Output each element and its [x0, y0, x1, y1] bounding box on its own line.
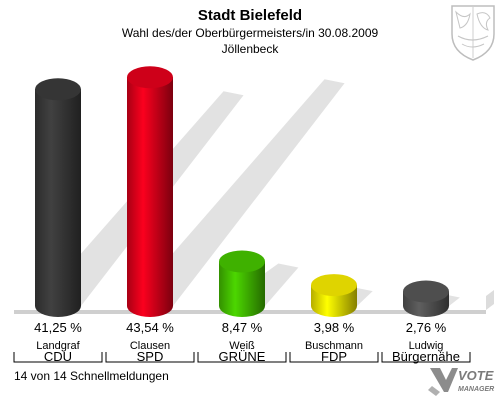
candidate-label: Clausen: [130, 340, 170, 352]
value-label: 43,54 %: [126, 320, 174, 335]
district-label: Jöllenbeck: [222, 42, 280, 56]
party-label: SPD: [137, 349, 164, 364]
bar-cdu: [35, 78, 81, 317]
candidate-label: Weiß: [229, 340, 255, 352]
bar-grne: [219, 250, 265, 317]
votemanager-logo: VOTE MANAGER: [428, 368, 494, 396]
label-bracket: [289, 352, 379, 363]
bar-spd: [127, 66, 173, 317]
party-label: GRÜNE: [219, 349, 266, 364]
party-label: Bürgernähe: [392, 349, 460, 364]
report-status: 14 von 14 Schnellmeldungen: [14, 369, 169, 383]
bar-brgernhe: [403, 280, 449, 317]
chart-title: Stadt Bielefeld: [198, 7, 302, 24]
candidate-label: Landgraf: [36, 340, 80, 352]
coat-of-arms-icon: [451, 5, 495, 61]
label-bracket: [105, 352, 195, 363]
value-label: 2,76 %: [406, 320, 447, 335]
logo-text-vote: VOTE: [458, 368, 494, 383]
value-label: 41,25 %: [34, 320, 82, 335]
candidate-label: Ludwig: [409, 340, 444, 352]
bar-fdp: [311, 274, 357, 317]
value-label: 3,98 %: [314, 320, 355, 335]
party-label: FDP: [321, 349, 347, 364]
chart-subtitle: Wahl des/der Oberbürgermeisters/in 30.08…: [122, 26, 379, 40]
label-bracket: [381, 352, 471, 363]
logo-text-manager: MANAGER: [458, 386, 494, 393]
bar-shadow: [127, 79, 345, 306]
party-label: CDU: [44, 349, 72, 364]
value-label: 8,47 %: [222, 320, 263, 335]
label-bracket: [197, 352, 287, 363]
candidate-label: Buschmann: [305, 340, 363, 352]
label-bracket: [13, 352, 103, 363]
